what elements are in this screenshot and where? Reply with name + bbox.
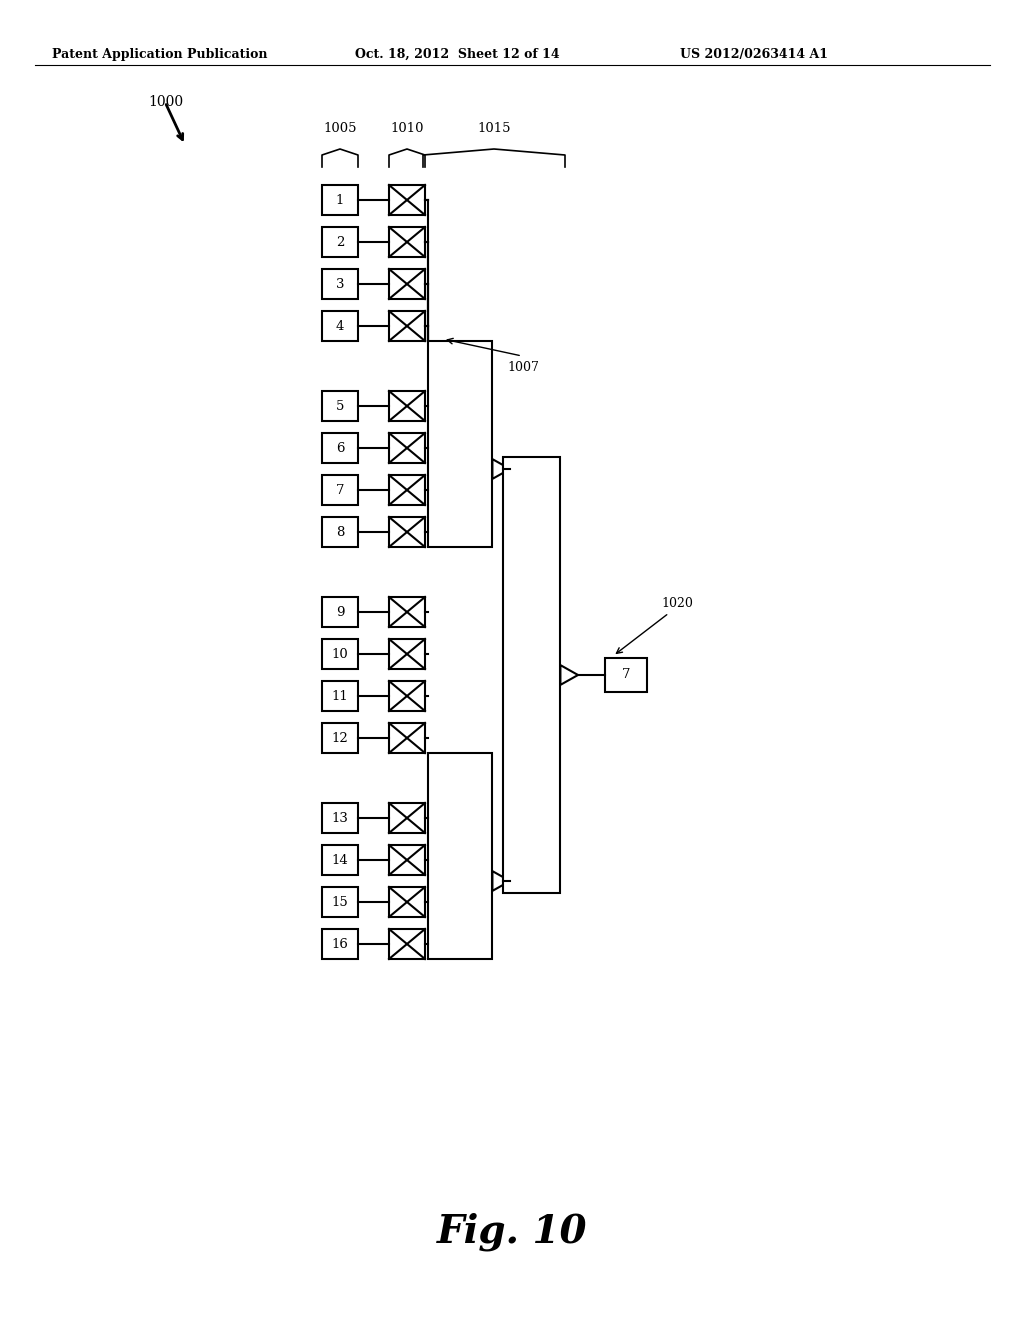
Text: 1005: 1005: [324, 121, 356, 135]
Bar: [322, 269, 358, 300]
Bar: [389, 803, 425, 833]
Text: 14: 14: [332, 854, 348, 866]
Text: 11: 11: [332, 689, 348, 702]
Text: 5: 5: [336, 400, 344, 412]
Bar: [322, 227, 358, 257]
Text: 6: 6: [336, 441, 344, 454]
Bar: [389, 185, 425, 215]
Bar: [322, 597, 358, 627]
Text: 7: 7: [336, 483, 344, 496]
Text: 9: 9: [336, 606, 344, 619]
Text: 1: 1: [336, 194, 344, 206]
Bar: [322, 929, 358, 960]
Text: Patent Application Publication: Patent Application Publication: [52, 48, 267, 61]
Text: 7: 7: [622, 668, 630, 681]
Bar: [389, 391, 425, 421]
Bar: [389, 681, 425, 711]
Bar: [389, 597, 425, 627]
Bar: [389, 475, 425, 506]
Text: 12: 12: [332, 731, 348, 744]
Text: 1015: 1015: [477, 121, 511, 135]
Bar: [389, 845, 425, 875]
Bar: [428, 341, 492, 546]
Bar: [322, 433, 358, 463]
Bar: [322, 887, 358, 917]
Text: 4: 4: [336, 319, 344, 333]
Text: 13: 13: [332, 812, 348, 825]
Bar: [389, 517, 425, 546]
Bar: [322, 517, 358, 546]
Bar: [428, 752, 492, 960]
Text: 16: 16: [332, 937, 348, 950]
Bar: [322, 803, 358, 833]
Bar: [389, 929, 425, 960]
Bar: [503, 457, 560, 894]
Bar: [389, 312, 425, 341]
Bar: [389, 433, 425, 463]
Bar: [389, 227, 425, 257]
Bar: [322, 681, 358, 711]
Text: 2: 2: [336, 235, 344, 248]
Bar: [322, 312, 358, 341]
Text: 1020: 1020: [662, 597, 693, 610]
Bar: [389, 723, 425, 752]
Text: US 2012/0263414 A1: US 2012/0263414 A1: [680, 48, 828, 61]
Bar: [322, 391, 358, 421]
Text: 10: 10: [332, 648, 348, 660]
Bar: [322, 475, 358, 506]
Text: 8: 8: [336, 525, 344, 539]
Bar: [322, 723, 358, 752]
Text: 15: 15: [332, 895, 348, 908]
Text: Fig. 10: Fig. 10: [437, 1213, 587, 1251]
Bar: [389, 887, 425, 917]
Bar: [389, 269, 425, 300]
Bar: [605, 657, 647, 692]
Bar: [322, 639, 358, 669]
Text: 1010: 1010: [390, 121, 424, 135]
Bar: [322, 845, 358, 875]
Text: 3: 3: [336, 277, 344, 290]
Bar: [389, 639, 425, 669]
Text: Oct. 18, 2012  Sheet 12 of 14: Oct. 18, 2012 Sheet 12 of 14: [355, 48, 560, 61]
Text: 1007: 1007: [507, 360, 539, 374]
Bar: [322, 185, 358, 215]
Text: 1000: 1000: [148, 95, 183, 110]
